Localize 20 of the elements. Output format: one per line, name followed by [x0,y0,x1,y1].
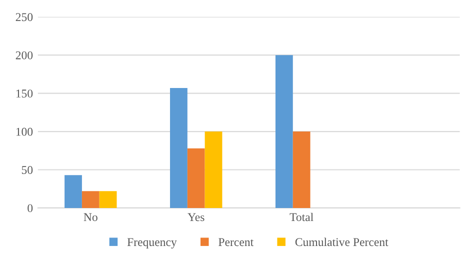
bar [204,132,222,208]
bar [292,132,310,208]
y-tick-label: 50 [22,166,33,174]
bar [275,55,293,208]
legend-label: Frequency [127,238,177,249]
y-tick-label: 150 [16,90,33,98]
bar [99,191,117,208]
y-tick-label: 200 [16,51,33,60]
bar [187,148,205,208]
x-tick-label: No [84,213,98,222]
x-tick-label: Yes [188,213,204,222]
y-tick-label: 0 [28,204,33,212]
legend-label: Cumulative Percent [295,238,388,246]
bar [64,175,82,208]
legend-label: Percent [218,238,254,246]
bar [170,88,188,208]
y-tick-label: 100 [16,128,33,136]
x-tick-label: Total [290,212,314,222]
bar [82,191,100,208]
y-tick-label: 250 [16,13,33,22]
